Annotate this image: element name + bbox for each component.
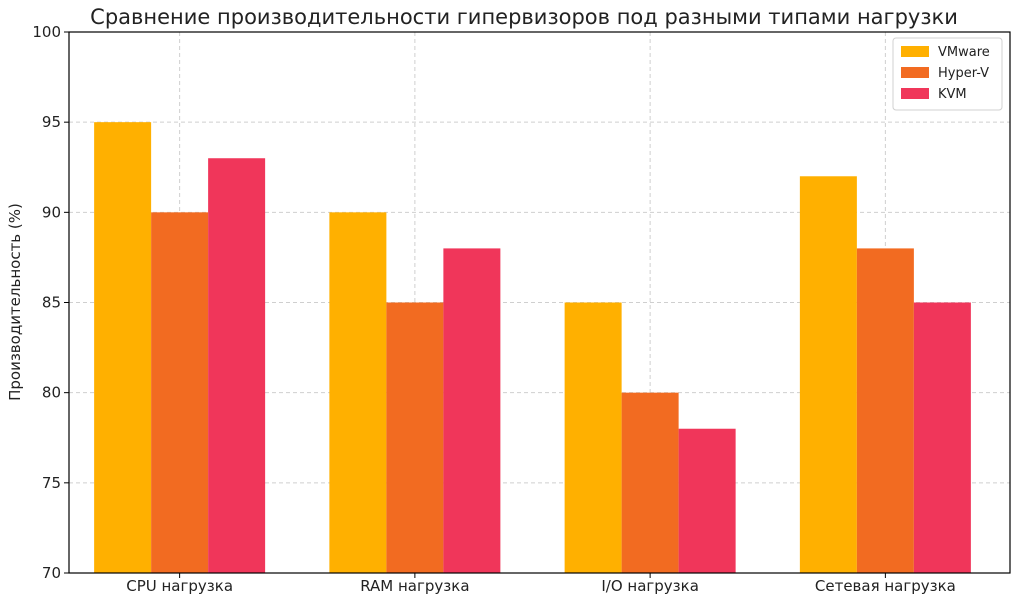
legend-label: KVM (938, 87, 967, 102)
bar-hyper-v (151, 212, 209, 574)
y-tick-label: 95 (42, 113, 61, 131)
bar-hyper-v (386, 302, 444, 573)
axes: 70 75 80 85 90 95 100 CPU нагрузка RAM нагрузка I… (32, 23, 1011, 595)
bar-kvm (443, 248, 501, 573)
bars (94, 122, 971, 574)
legend-label: Hyper-V (938, 66, 989, 81)
bar-kvm (208, 158, 266, 573)
bar-vmware (564, 302, 622, 573)
legend-swatch (901, 46, 929, 57)
bar-vmware (329, 212, 387, 574)
bar-hyper-v (856, 248, 914, 573)
x-tick-label: RAM нагрузка (360, 577, 469, 595)
y-tick-label: 80 (42, 384, 61, 402)
x-tick-label: CPU нагрузка (126, 577, 233, 595)
legend-label: VMware (938, 45, 990, 60)
x-tick-label: I/O нагрузка (601, 577, 699, 595)
x-tick-label: Сетевая нагрузка (815, 577, 956, 595)
bar-kvm (913, 302, 971, 573)
legend-swatch (901, 67, 929, 78)
y-tick-label: 100 (32, 23, 61, 41)
bar-kvm (678, 428, 736, 573)
bar-hyper-v (621, 392, 679, 573)
plot-frame (68, 31, 1011, 574)
bar-vmware (799, 176, 857, 573)
y-tick-label: 85 (42, 294, 61, 312)
y-axis-label: Производительность (%) (6, 203, 24, 401)
y-tick-label: 70 (42, 564, 61, 582)
legend: VMware Hyper-V KVM (892, 37, 1003, 111)
legend-swatch (901, 88, 929, 99)
chart-title: Сравнение производительности гипервизоро… (90, 5, 958, 29)
bar-vmware (94, 122, 152, 574)
y-tick-label: 75 (42, 474, 61, 492)
y-tick-label: 90 (42, 203, 61, 221)
